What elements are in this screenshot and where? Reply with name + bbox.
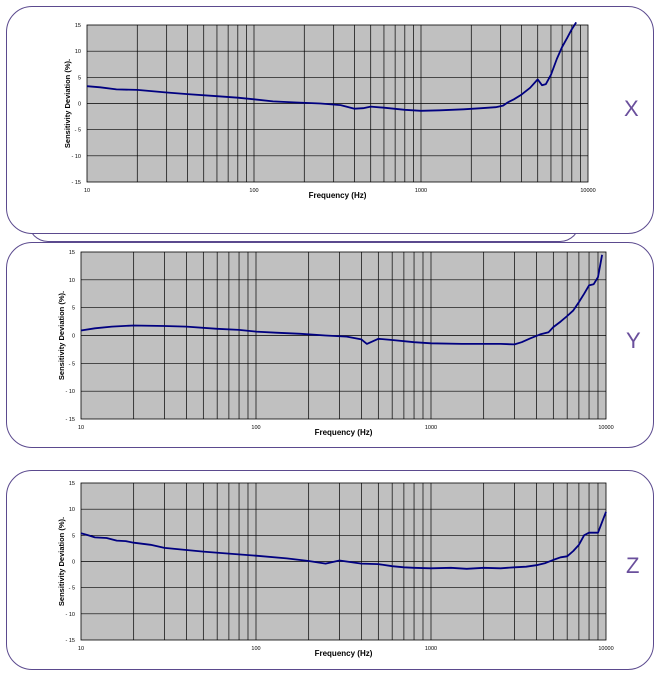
y-tick-label: - 10 <box>66 389 75 395</box>
y-tick-label: 10 <box>69 507 75 513</box>
x-tick-label: 10 <box>78 425 84 431</box>
x-tick-label: 10000 <box>598 646 613 652</box>
y-tick-label: 15 <box>69 250 75 256</box>
y-tick-label: 5 <box>78 75 81 81</box>
panel-label-y: Y <box>626 328 641 353</box>
x-tick-label: 100 <box>251 646 260 652</box>
response-curve <box>80 511 607 570</box>
response-curve <box>80 254 603 346</box>
y-axis-label: Sensitivity Deviation (%). <box>57 291 66 380</box>
x-tick-label: 10 <box>84 188 90 194</box>
y-tick-label: - 5 <box>69 361 75 367</box>
y-tick-label: 0 <box>72 560 75 566</box>
y-tick-label: - 10 <box>66 612 75 618</box>
y-axis-label: Sensitivity Deviation (%). <box>57 517 66 606</box>
panel-label-x: X <box>624 96 639 121</box>
y-tick-label: 0 <box>78 102 81 108</box>
y-tick-label: 10 <box>69 278 75 284</box>
x-tick-label: 1000 <box>425 646 437 652</box>
panel-label-z: Z <box>626 553 640 578</box>
y-tick-label: - 5 <box>75 128 81 134</box>
y-tick-label: - 15 <box>72 180 81 186</box>
x-tick-label: 100 <box>249 188 258 194</box>
y-tick-label: 15 <box>69 481 75 487</box>
y-tick-label: - 15 <box>66 417 75 423</box>
y-tick-label: 0 <box>72 334 75 340</box>
response-curve <box>86 21 577 112</box>
x-tick-label: 10000 <box>598 425 613 431</box>
x-tick-label: 1000 <box>415 188 427 194</box>
x-tick-label: 100 <box>251 425 260 431</box>
y-tick-label: - 5 <box>69 586 75 592</box>
x-tick-label: 10000 <box>580 188 595 194</box>
x-axis-label: Frequency (Hz) <box>309 191 367 200</box>
y-tick-label: 5 <box>72 533 75 539</box>
y-tick-label: - 15 <box>66 638 75 644</box>
y-tick-label: 5 <box>72 306 75 312</box>
x-tick-label: 1000 <box>425 425 437 431</box>
x-axis-label: Frequency (Hz) <box>315 649 373 658</box>
y-tick-label: 15 <box>75 23 81 29</box>
x-axis-label: Frequency (Hz) <box>315 428 373 437</box>
y-axis-label: Sensitivity Deviation (%). <box>63 59 72 148</box>
y-tick-label: - 10 <box>72 154 81 160</box>
x-tick-label: 10 <box>78 646 84 652</box>
y-tick-label: 10 <box>75 49 81 55</box>
